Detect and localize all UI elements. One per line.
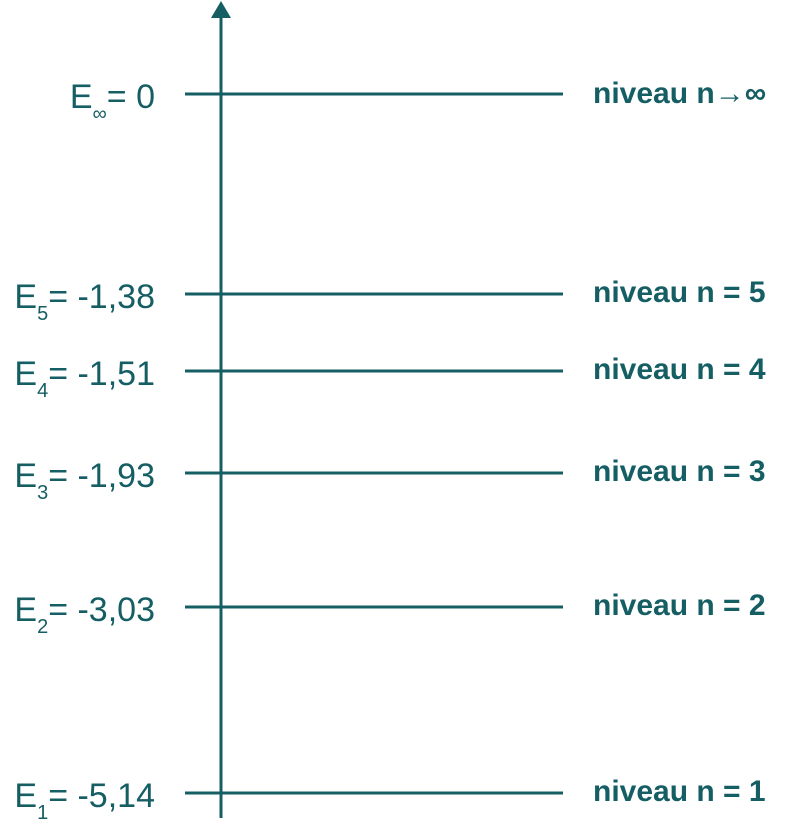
energy-label-5: E5= -1,38 [14,278,155,325]
level-name-4: niveau n = 4 [593,353,766,386]
energy-label-3: E3= -1,93 [14,457,155,504]
energy-label-1: E1= -5,14 [14,777,155,824]
level-name-infinity: niveau n→∞ [593,77,766,110]
energy-label-4: E4= -1,51 [14,355,155,402]
level-name-3: niveau n = 3 [593,455,766,488]
level-name-1: niveau n = 1 [593,775,766,808]
energy-label-infinity: E∞= 0 [70,78,155,125]
axis-arrowhead [211,1,231,18]
energy-label-2: E2= -3,03 [14,591,155,638]
level-name-5: niveau n = 5 [593,276,766,309]
level-name-2: niveau n = 2 [593,589,766,622]
